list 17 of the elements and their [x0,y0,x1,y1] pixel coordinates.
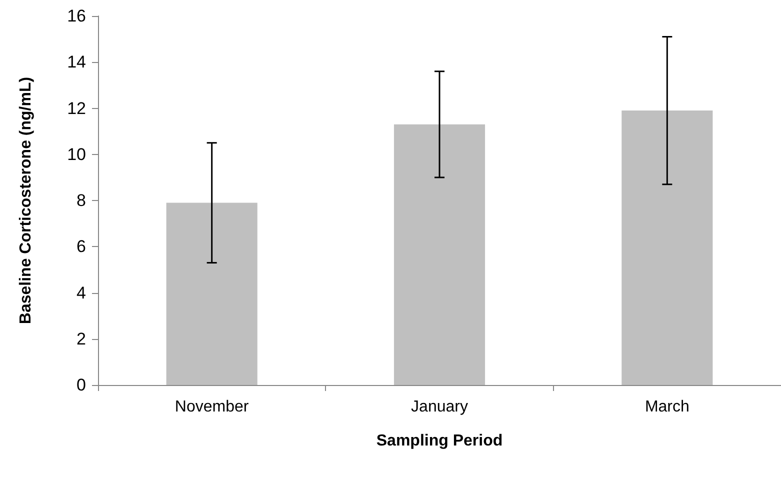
bar [166,202,258,385]
y-tick-label: 12 [67,98,86,118]
x-axis-title: Sampling Period [376,432,503,450]
bar [394,124,486,385]
y-tick-label: 14 [67,52,86,72]
y-tick-label: 0 [76,376,86,394]
y-tick-label: 16 [67,6,86,26]
y-tick-label: 8 [76,191,86,210]
y-tick-label: 10 [67,144,86,164]
x-tick-label: March [644,398,690,416]
y-tick-label: 2 [76,329,86,348]
y-tick-label: 6 [76,237,86,256]
y-tick-label: 4 [76,283,86,302]
x-tick-label: January [411,398,468,416]
bar [622,110,713,385]
x-tick-label: November [174,398,250,416]
y-axis-title: Baseline Corticosterone (ng/mL) [18,76,34,324]
